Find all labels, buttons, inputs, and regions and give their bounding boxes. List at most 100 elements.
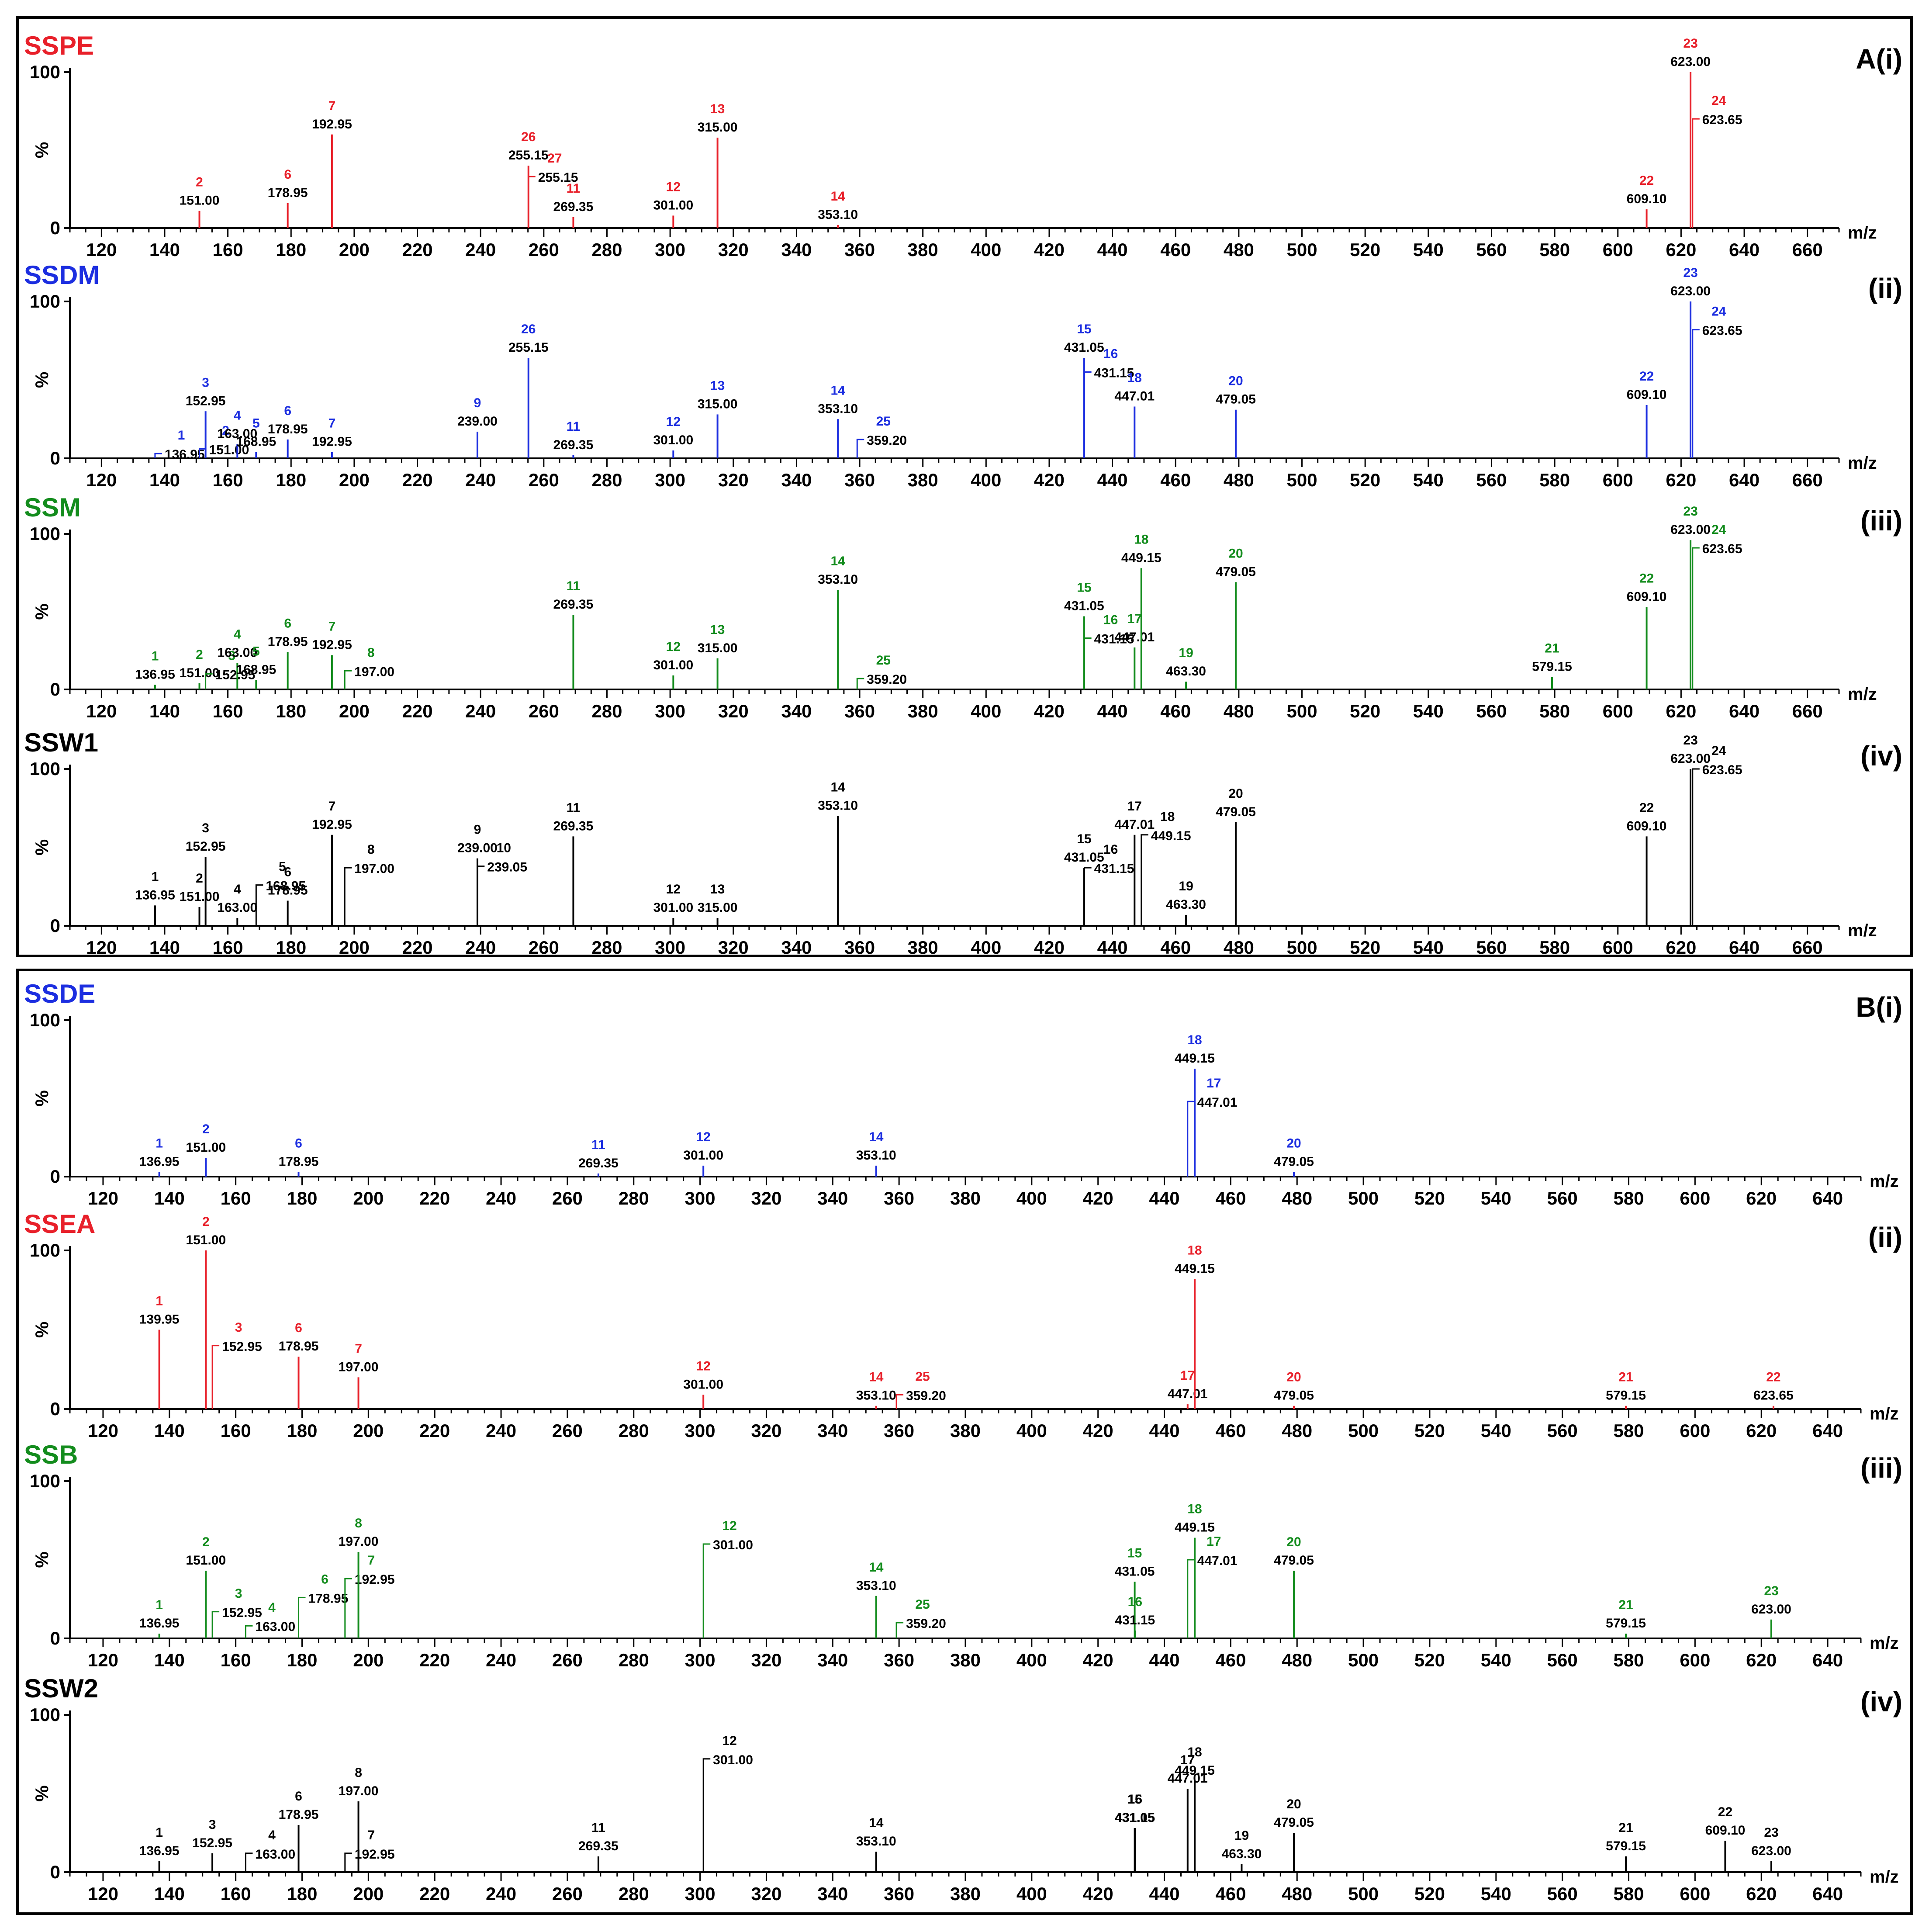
x-tick-label: 220 — [402, 470, 432, 490]
x-tick-label: 500 — [1286, 937, 1317, 958]
peak-mz-label: 449.15 — [1121, 551, 1162, 565]
peak-bar — [1187, 1559, 1195, 1638]
x-tick-label: 480 — [1224, 701, 1254, 721]
peak-mz-label: 623.00 — [1751, 1844, 1791, 1858]
peak-number: 4 — [234, 882, 241, 897]
x-tick-label: 460 — [1215, 1188, 1246, 1208]
x-tick-label: 320 — [751, 1650, 781, 1670]
series-name: SSDM — [24, 260, 100, 290]
peak-number: 14 — [869, 1560, 884, 1575]
x-tick-label: 120 — [86, 701, 117, 721]
x-tick-label: 440 — [1149, 1188, 1180, 1208]
peak-number: 14 — [830, 554, 845, 568]
x-tick-label: 640 — [1729, 470, 1760, 490]
x-tick-label: 520 — [1350, 937, 1380, 958]
peak-number: 22 — [1639, 369, 1654, 384]
x-tick-label: 360 — [844, 937, 875, 958]
peak-number: 11 — [567, 181, 581, 196]
peak-mz-label: 315.00 — [698, 641, 738, 655]
x-tick-label: 380 — [908, 470, 938, 490]
x-tick-label: 540 — [1413, 470, 1444, 490]
peak-mz-label: 431.15 — [1094, 632, 1134, 647]
peak-number: 3 — [235, 1586, 242, 1601]
x-tick-label: 220 — [402, 239, 432, 260]
x-tick-label: 660 — [1792, 470, 1823, 490]
peak-mz-label: 192.95 — [312, 638, 352, 652]
peak-mz-label: 152.95 — [215, 668, 256, 682]
peak-number: 18 — [1187, 1502, 1202, 1517]
peak-mz-label: 269.35 — [578, 1156, 619, 1170]
x-tick-label: 540 — [1413, 701, 1444, 721]
x-tick-label: 540 — [1481, 1650, 1511, 1670]
peak-number: 13 — [710, 882, 725, 897]
peak-mz-label: 178.95 — [279, 1339, 319, 1354]
peak-number: 6 — [295, 1789, 302, 1804]
x-tick-label: 500 — [1348, 1188, 1379, 1208]
peak-mz-label: 178.95 — [308, 1591, 349, 1606]
peak-mz-label: 447.01 — [1197, 1554, 1238, 1568]
x-tick-label: 200 — [353, 1884, 384, 1904]
peak-number: 6 — [284, 616, 291, 631]
peak-number: 20 — [1228, 546, 1243, 561]
x-tick-label: 180 — [287, 1650, 317, 1670]
panel-id: B(i) — [1856, 991, 1902, 1023]
peak-number: 9 — [474, 396, 481, 410]
x-tick-label: 600 — [1603, 239, 1633, 260]
peak-number: 1 — [156, 1825, 163, 1840]
peak-mz-label: 449.15 — [1175, 1763, 1215, 1778]
peak-number: 2 — [196, 175, 203, 190]
x-tick-label: 260 — [552, 1884, 583, 1904]
peak-mz-label: 431.05 — [1064, 850, 1104, 865]
x-tick-label: 160 — [221, 1884, 251, 1904]
peak-mz-label: 269.35 — [553, 597, 594, 612]
x-tick-label: 620 — [1666, 470, 1696, 490]
x-tick-label: 520 — [1414, 1884, 1445, 1904]
peak-number: 17 — [1127, 799, 1142, 814]
x-tick-label: 220 — [419, 1884, 450, 1904]
x-tick-label: 600 — [1680, 1650, 1710, 1670]
peak-number: 7 — [328, 620, 336, 634]
x-tick-label: 420 — [1083, 1884, 1113, 1904]
peak-number: 23 — [1683, 266, 1697, 280]
x-tick-label: 380 — [950, 1188, 981, 1208]
x-tick-label: 120 — [88, 1650, 118, 1670]
x-tick-label: 240 — [486, 1650, 516, 1670]
x-tick-label: 560 — [1476, 937, 1507, 958]
peak-mz-label: 431.05 — [1115, 1811, 1155, 1825]
peak-number: 8 — [367, 645, 375, 660]
x-tick-label: 220 — [419, 1188, 450, 1208]
peak-mz-label: 431.15 — [1115, 1811, 1155, 1825]
x-tick-label: 380 — [950, 1650, 981, 1670]
x-tick-label: 420 — [1034, 470, 1065, 490]
x-tick-label: 620 — [1746, 1188, 1777, 1208]
y-tick-label: 0 — [50, 218, 60, 238]
x-tick-label: 280 — [619, 1884, 649, 1904]
peak-mz-label: 579.15 — [1606, 1616, 1646, 1631]
peak-number: 15 — [1077, 832, 1091, 846]
panel-id: (ii) — [1868, 1222, 1902, 1253]
peak-mz-label: 359.20 — [906, 1617, 946, 1631]
peak-mz-label: 301.00 — [713, 1538, 753, 1552]
peak-mz-label: 301.00 — [683, 1377, 723, 1392]
peak-mz-label: 163.00 — [217, 427, 257, 441]
peak-number: 6 — [295, 1321, 302, 1335]
x-tick-label: 540 — [1413, 937, 1444, 958]
peak-mz-label: 353.10 — [856, 1579, 896, 1593]
peak-number: 4 — [234, 627, 241, 641]
peak-number: 23 — [1764, 1584, 1778, 1598]
peak-number: 17 — [1127, 612, 1142, 626]
peak-mz-label: 168.95 — [236, 663, 276, 677]
peak-bar — [344, 1852, 352, 1872]
peak-mz-label: 449.15 — [1151, 829, 1191, 843]
x-tick-label: 440 — [1149, 1884, 1180, 1904]
series-name: SSW2 — [24, 1674, 98, 1703]
peak-mz-label: 301.00 — [653, 198, 693, 212]
peak-bar — [1692, 118, 1700, 228]
peak-mz-label: 579.15 — [1606, 1388, 1646, 1403]
peak-mz-label: 197.00 — [339, 1784, 379, 1798]
x-tick-label: 640 — [1812, 1884, 1843, 1904]
x-tick-label: 280 — [591, 239, 622, 260]
peak-mz-label: 431.05 — [1064, 340, 1104, 355]
